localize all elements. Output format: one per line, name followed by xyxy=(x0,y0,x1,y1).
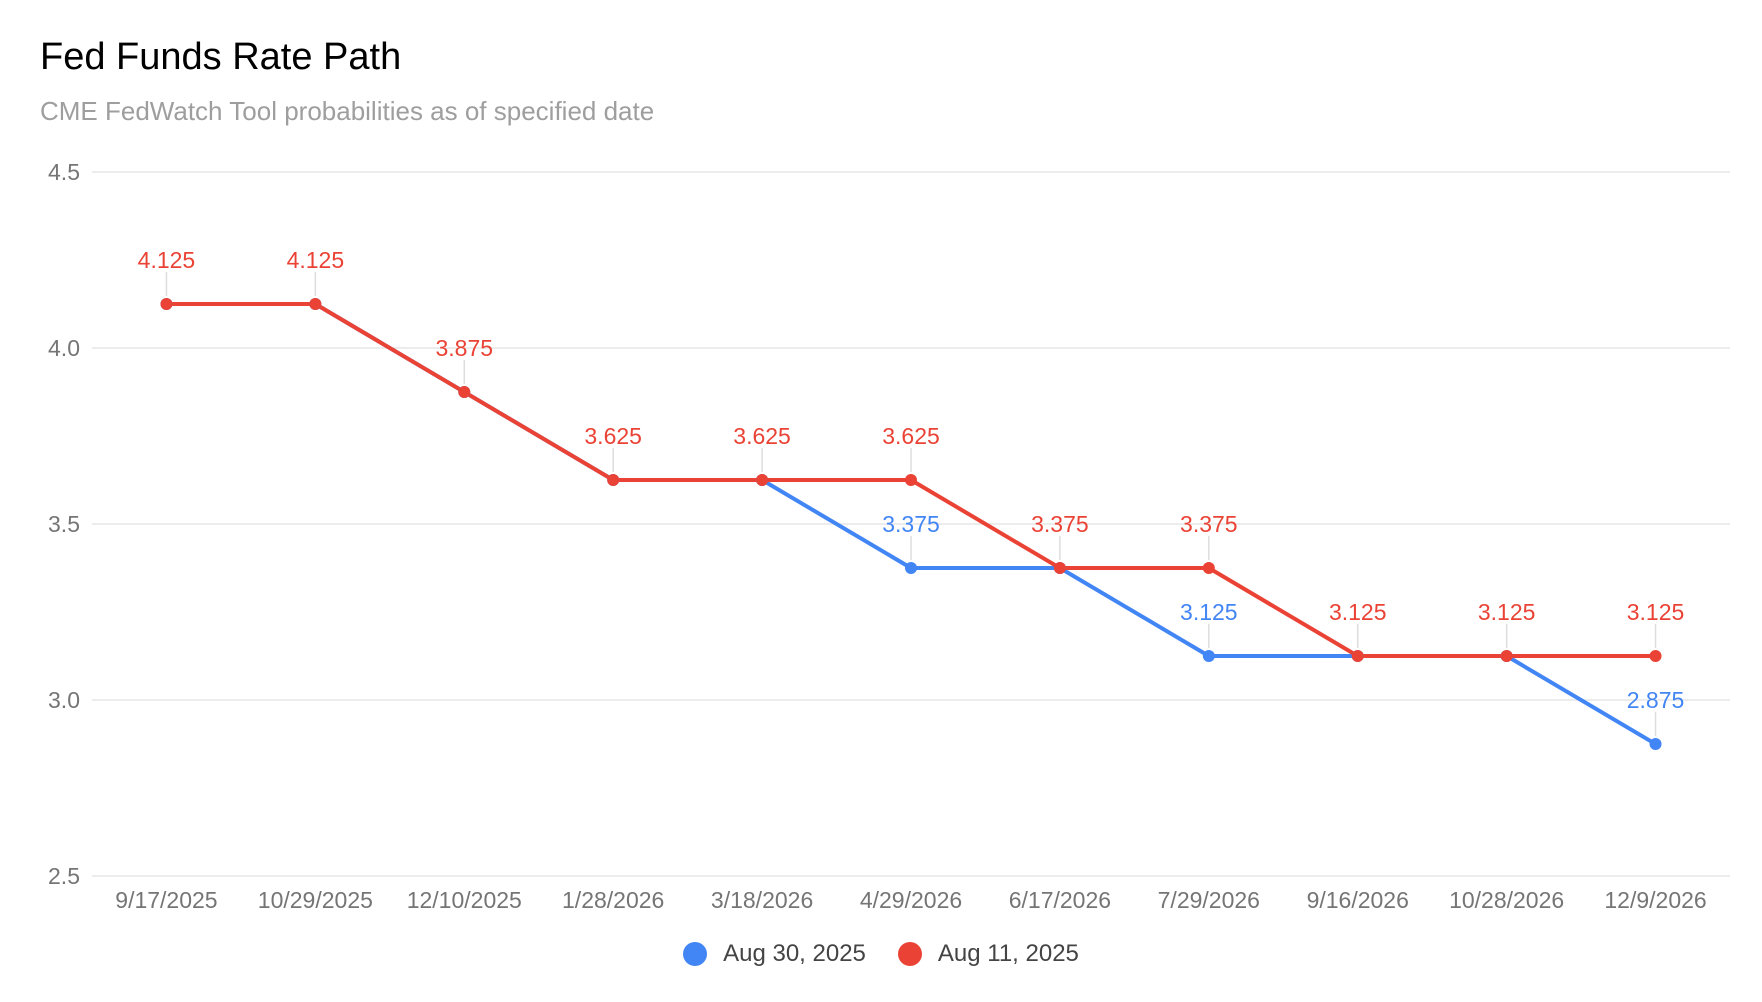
x-tick-label: 12/10/2025 xyxy=(407,887,522,913)
data-point[interactable] xyxy=(905,474,917,486)
data-label: 3.125 xyxy=(1627,599,1685,625)
data-point[interactable] xyxy=(458,386,471,398)
data-point[interactable] xyxy=(905,562,917,574)
data-label: 3.625 xyxy=(584,423,642,449)
legend-item-aug-30[interactable]: Aug 30, 2025 xyxy=(683,940,866,968)
chart-title: Fed Funds Rate Path xyxy=(40,36,402,78)
legend-swatch-blue xyxy=(683,942,708,966)
data-point[interactable] xyxy=(1202,562,1215,574)
data-point[interactable] xyxy=(1649,738,1662,750)
x-tick-label: 9/17/2025 xyxy=(115,887,217,913)
data-label: 4.125 xyxy=(287,247,345,273)
x-tick-label: 3/18/2026 xyxy=(711,887,813,913)
data-labels: 4.125 4.125 3.875 3.625 3.625 3.625 3.375 3.375… xyxy=(138,247,1685,713)
y-tick-label: 4.5 xyxy=(48,159,80,185)
x-tick-label: 7/29/2026 xyxy=(1158,887,1260,913)
data-point[interactable] xyxy=(607,474,620,486)
y-tick-label: 2.5 xyxy=(48,863,80,889)
x-tick-label: 9/16/2026 xyxy=(1307,887,1409,913)
data-label: 3.125 xyxy=(1478,599,1536,625)
x-tick-label: 10/29/2025 xyxy=(258,887,373,913)
y-tick-label: 3.0 xyxy=(48,687,80,713)
data-label: 3.125 xyxy=(1180,599,1238,625)
x-tick-label: 12/9/2026 xyxy=(1604,887,1706,913)
grid-lines xyxy=(92,171,1730,877)
data-label: 3.125 xyxy=(1329,599,1387,625)
legend-item-aug-11[interactable]: Aug 11, 2025 xyxy=(897,940,1079,968)
x-tick-label: 10/28/2026 xyxy=(1449,887,1564,913)
y-axis-ticks: 4.5 4.0 3.5 3.0 2.5 xyxy=(48,159,80,889)
legend-swatch-red xyxy=(897,942,922,966)
data-point[interactable] xyxy=(1649,650,1662,662)
data-point[interactable] xyxy=(160,298,173,310)
data-label: 3.375 xyxy=(882,511,940,537)
legend-label: Aug 11, 2025 xyxy=(937,940,1079,967)
data-point[interactable] xyxy=(1500,650,1513,662)
chart-subtitle: CME FedWatch Tool probabilities as of sp… xyxy=(40,96,655,126)
label-leader-lines xyxy=(165,272,1657,736)
x-tick-label: 1/28/2026 xyxy=(562,887,664,913)
data-point[interactable] xyxy=(756,474,769,486)
data-label: 3.625 xyxy=(733,423,791,449)
data-label: 3.375 xyxy=(1031,511,1089,537)
y-tick-label: 3.5 xyxy=(48,511,80,537)
legend-label: Aug 30, 2025 xyxy=(723,940,866,967)
legend: Aug 30, 2025 Aug 11, 2025 xyxy=(0,940,1762,968)
data-label: 3.375 xyxy=(1180,511,1238,537)
x-axis-ticks: 9/17/2025 10/29/2025 12/10/2025 1/28/2026 3/… xyxy=(115,887,1706,913)
series-points xyxy=(160,298,1662,750)
data-point[interactable] xyxy=(309,298,322,310)
data-label: 2.875 xyxy=(1627,687,1685,713)
data-label: 4.125 xyxy=(138,247,196,273)
x-tick-label: 6/17/2026 xyxy=(1009,887,1111,913)
data-label: 3.875 xyxy=(435,335,493,361)
data-label: 3.625 xyxy=(882,423,940,449)
data-point[interactable] xyxy=(1053,562,1066,574)
data-point[interactable] xyxy=(1351,650,1364,662)
x-tick-label: 4/29/2026 xyxy=(860,887,962,913)
data-point[interactable] xyxy=(1202,650,1215,662)
y-tick-label: 4.0 xyxy=(48,335,80,361)
